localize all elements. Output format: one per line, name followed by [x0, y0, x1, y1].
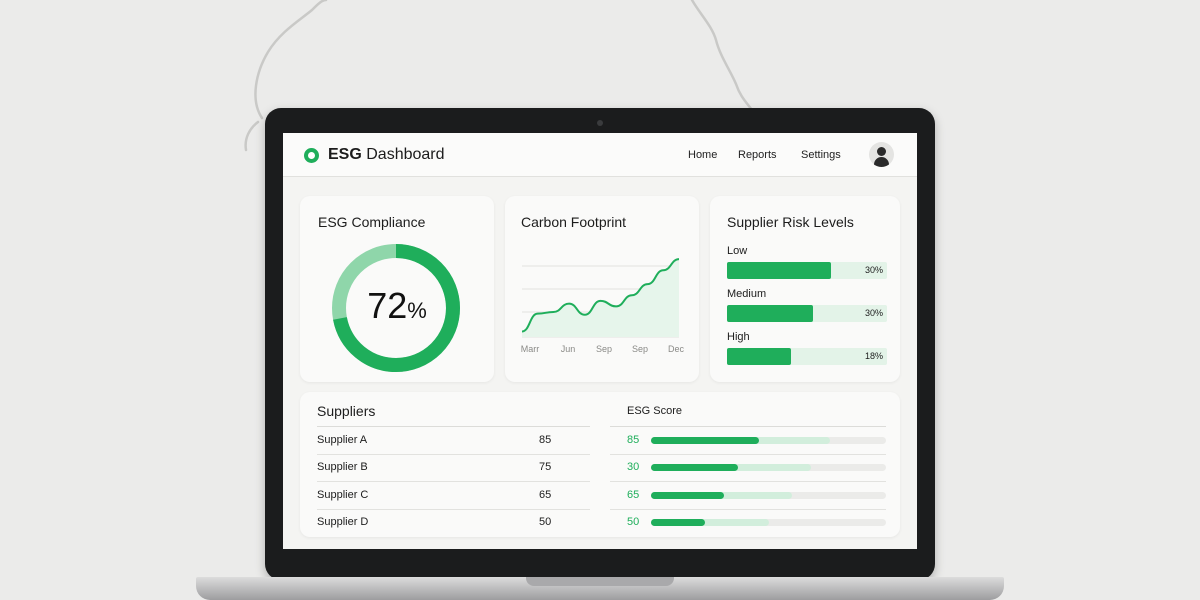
score-row-divider: [610, 481, 886, 482]
compliance-donut-chart: [332, 244, 460, 372]
supplier-value: 50: [539, 516, 552, 528]
risk-high-value: 18%: [864, 351, 883, 361]
esg-score-fill: [651, 437, 760, 444]
esg-score-title: ESG Score: [627, 405, 683, 417]
score-row-divider: [610, 454, 886, 455]
user-avatar-icon[interactable]: [869, 142, 894, 167]
supplier-value: 75: [539, 461, 552, 473]
supplier-value: 65: [539, 489, 552, 501]
table-row[interactable]: Supplier C 65 65: [300, 482, 900, 510]
app-title: ESG Dashboard: [328, 146, 445, 164]
x-tick-label: Sep: [596, 344, 612, 354]
risk-medium-label: Medium: [727, 288, 767, 300]
app-header: ESG Dashboard Home Reports Settings: [283, 133, 917, 177]
esg-score-value: 50: [627, 516, 640, 528]
carbon-footprint-card: Carbon Footprint Marr Jun Sep Sep Dec: [505, 196, 699, 382]
app-title-rest: Dashboard: [361, 146, 445, 163]
compliance-value: 72%: [362, 285, 432, 327]
esg-compliance-title: ESG Compliance: [318, 214, 426, 230]
risk-medium-bar: 30%: [727, 305, 887, 322]
camera-dot: [597, 120, 603, 126]
donut-progress-arc: [332, 244, 460, 372]
risk-high-label: High: [727, 331, 750, 343]
dashboard-screen: ESG Dashboard Home Reports Settings ESG …: [283, 133, 917, 549]
supplier-name: Supplier A: [317, 434, 368, 446]
supplier-name: Supplier C: [317, 489, 369, 501]
supplier-name: Supplier D: [317, 516, 369, 528]
supplier-risk-title: Supplier Risk Levels: [727, 214, 854, 230]
carbon-footprint-chart: Marr Jun Sep Sep Dec: [521, 258, 685, 354]
esg-score-bar: [651, 519, 886, 526]
esg-score-bar: [651, 437, 886, 444]
risk-high-bar: 18%: [727, 348, 887, 365]
esg-score-value: 85: [627, 434, 640, 446]
compliance-unit: %: [407, 298, 427, 323]
score-header-divider: [610, 426, 886, 427]
row-divider: [317, 509, 590, 510]
suppliers-header-divider: [317, 426, 590, 427]
x-tick-label: Dec: [668, 344, 685, 354]
risk-medium-fill: [727, 305, 814, 322]
laptop-base-notch: [526, 577, 674, 586]
nav-settings-link[interactable]: Settings: [801, 149, 841, 161]
esg-score-value: 65: [627, 489, 640, 501]
x-tick-label: Marr: [521, 344, 540, 354]
supplier-risk-card: Supplier Risk Levels Low 30% Medium 30% …: [710, 196, 900, 382]
laptop-base: [196, 577, 1004, 600]
suppliers-title: Suppliers: [317, 403, 376, 419]
risk-low-label: Low: [727, 245, 748, 257]
esg-compliance-card: ESG Compliance 72%: [300, 196, 494, 382]
row-divider: [317, 481, 590, 482]
score-row-divider: [610, 509, 886, 510]
esg-score-fill: [651, 464, 738, 471]
nav-home-link[interactable]: Home: [688, 149, 718, 161]
ring-logo-icon: [304, 148, 319, 163]
chart-area-fill: [522, 259, 679, 337]
table-row[interactable]: Supplier D 50 50: [300, 509, 900, 536]
suppliers-card: Suppliers ESG Score Supplier A 85 85 Sup…: [300, 392, 900, 537]
risk-high-fill: [727, 348, 791, 365]
row-divider: [317, 454, 590, 455]
table-row[interactable]: Supplier A 85 85: [300, 427, 900, 455]
avatar-head: [877, 147, 886, 156]
risk-low-bar: 30%: [727, 262, 887, 279]
esg-score-fill: [651, 519, 706, 526]
esg-score-value: 30: [627, 461, 640, 473]
risk-medium-value: 30%: [864, 308, 883, 318]
table-row[interactable]: Supplier B 75 30: [300, 454, 900, 482]
supplier-value: 85: [539, 434, 552, 446]
esg-score-bar: [651, 492, 886, 499]
compliance-number: 72: [367, 285, 408, 326]
esg-score-fill: [651, 492, 724, 499]
risk-low-value: 30%: [864, 265, 883, 275]
esg-score-light-fill: [651, 519, 769, 526]
app-title-bold: ESG: [328, 146, 362, 163]
supplier-name: Supplier B: [317, 461, 368, 473]
avatar-body: [874, 157, 889, 167]
x-tick-label: Sep: [632, 344, 648, 354]
nav-reports-link[interactable]: Reports: [738, 149, 777, 161]
esg-score-bar: [651, 464, 886, 471]
carbon-footprint-title: Carbon Footprint: [521, 214, 627, 230]
x-tick-label: Jun: [561, 344, 576, 354]
chart-series-line: [521, 258, 680, 333]
risk-low-fill: [727, 262, 831, 279]
